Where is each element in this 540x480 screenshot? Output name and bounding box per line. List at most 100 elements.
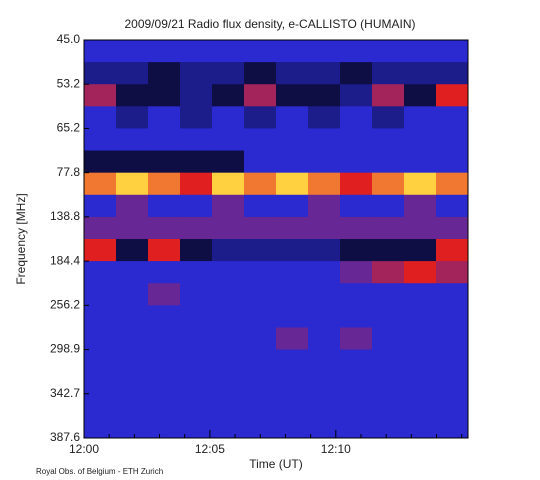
heat-cell [116, 216, 149, 240]
heat-cell [308, 305, 341, 328]
heat-cell [116, 106, 149, 129]
heat-cell [404, 393, 437, 417]
heat-cell [116, 62, 149, 85]
x-tick-label: 12:00 [69, 442, 99, 456]
heat-cell [404, 62, 437, 85]
heat-cell [372, 371, 405, 395]
heat-cell [180, 305, 213, 328]
heat-cell [212, 84, 245, 107]
heat-cell [84, 106, 117, 129]
heat-cell [244, 261, 277, 284]
heat-cell [276, 305, 309, 328]
heat-cell [404, 172, 437, 196]
heat-cell [244, 62, 277, 85]
heat-cell [212, 349, 245, 373]
heat-cell [276, 239, 309, 262]
heat-cell [340, 128, 373, 152]
heat-cell [148, 371, 181, 395]
heat-cell [436, 349, 469, 373]
y-tick-label: 45.0 [57, 32, 81, 46]
heat-cell [116, 172, 149, 196]
heat-cell [404, 128, 437, 152]
heat-cell [116, 305, 149, 328]
heat-cell [244, 393, 277, 417]
heat-cell [116, 84, 149, 107]
heat-cell [180, 194, 213, 218]
heat-cell [404, 239, 437, 262]
heat-cell [180, 261, 213, 284]
heat-cell [308, 216, 341, 240]
heat-cell [244, 349, 277, 373]
heat-cell [372, 393, 405, 417]
x-tick-label: 12:10 [321, 442, 351, 456]
heat-cell [372, 172, 405, 196]
heat-cell [308, 84, 341, 107]
heat-cell [340, 305, 373, 328]
heat-cell [212, 106, 245, 129]
plot-frame [83, 39, 469, 439]
heat-cell [308, 106, 341, 129]
heat-cell [244, 128, 277, 152]
heat-cell [308, 393, 341, 417]
heat-cell [436, 261, 469, 284]
heat-cell [116, 283, 149, 306]
heat-cell [212, 128, 245, 152]
heat-cell [212, 239, 245, 262]
heat-cell [180, 371, 213, 395]
heat-cell [84, 84, 117, 107]
heat-cell [212, 283, 245, 306]
heat-cell [244, 327, 277, 351]
heat-cell [180, 216, 213, 240]
heat-cell [404, 40, 437, 63]
heat-cell [148, 128, 181, 152]
heat-cell [404, 283, 437, 306]
heat-cell [244, 150, 277, 174]
heat-cell [276, 261, 309, 284]
heat-cell [436, 84, 469, 107]
heat-cell [244, 106, 277, 129]
y-tick-label: 65.2 [57, 121, 81, 135]
heat-cell [148, 150, 181, 174]
heat-cell [276, 62, 309, 85]
heat-cell [308, 40, 341, 63]
heat-cell [340, 106, 373, 129]
heat-cell [340, 261, 373, 284]
heat-cell [148, 194, 181, 218]
heat-cell [404, 415, 437, 439]
heat-cell [436, 194, 469, 218]
heat-cell [84, 327, 117, 351]
heat-cell [404, 261, 437, 284]
chart-title: 2009/09/21 Radio flux density, e-CALLIST… [124, 17, 415, 31]
heat-cell [84, 150, 117, 174]
heat-cell [436, 283, 469, 306]
heat-cell [84, 349, 117, 373]
heat-cell [212, 40, 245, 63]
heat-cell [148, 305, 181, 328]
heat-cell [340, 216, 373, 240]
heat-cell [404, 106, 437, 129]
heat-cell [372, 40, 405, 63]
heat-cell [436, 216, 469, 240]
heat-cell [308, 150, 341, 174]
heat-cell [436, 371, 469, 395]
heat-cell [148, 327, 181, 351]
heat-cell [436, 305, 469, 328]
heat-cell [212, 305, 245, 328]
heat-cell [180, 239, 213, 262]
heat-cell [116, 40, 149, 63]
heat-cell [404, 371, 437, 395]
heat-cell [148, 106, 181, 129]
heat-cell [276, 283, 309, 306]
heat-cell [84, 62, 117, 85]
heat-cell [404, 194, 437, 218]
heat-cell [180, 40, 213, 63]
heat-cell [244, 371, 277, 395]
heat-cell [148, 62, 181, 85]
heat-cell [372, 415, 405, 439]
heat-cell [212, 261, 245, 284]
heat-cell [340, 327, 373, 351]
heat-cell [84, 239, 117, 262]
heat-cell [436, 239, 469, 262]
heat-cell [180, 128, 213, 152]
heat-cell [84, 128, 117, 152]
